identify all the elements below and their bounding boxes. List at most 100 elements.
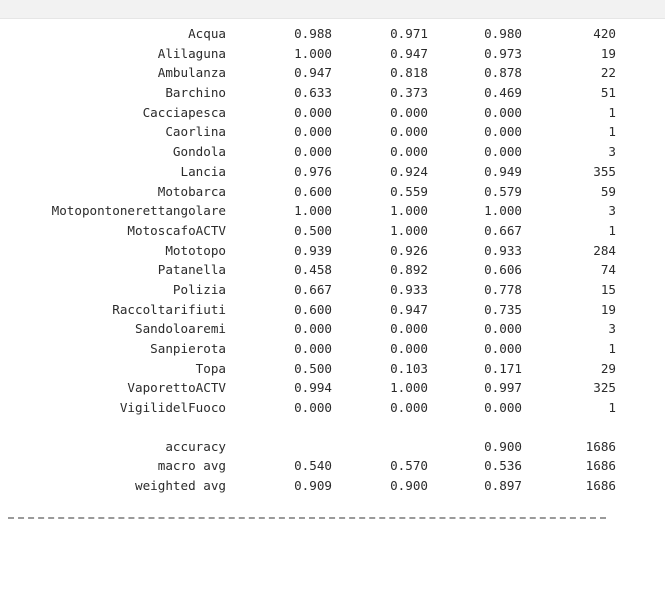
class-label: Sandoloaremi [135,321,226,337]
class-label: VaporettoACTV [127,380,226,396]
summary-label: weighted avg [135,478,226,494]
report-row: Caorlina 0.000 0.000 0.000 1 [0,122,665,142]
report-row: MotoscafoACTV 0.500 1.000 0.667 1 [0,221,665,241]
class-label: Acqua [188,26,226,41]
report-row: Polizia 0.667 0.933 0.778 15 [0,280,665,300]
support-value: 3 [608,203,616,219]
precision-value: 0.000 [294,321,332,337]
report-row: Topa 0.500 0.103 0.171 29 [0,359,665,379]
recall-value: 0.924 [390,163,428,179]
recall-value: 0.818 [390,65,428,81]
recall-value: 0.000 [390,124,428,140]
recall-value: 1.000 [390,203,428,219]
support-value: 1686 [585,438,616,454]
precision-value: 0.000 [294,104,332,120]
recall-value: 0.900 [390,478,428,494]
precision-value: 0.947 [294,65,332,81]
support-value: 420 [593,26,616,41]
f1-value: 0.900 [484,438,522,454]
f1-value: 0.171 [484,360,522,376]
support-value: 1 [608,341,616,356]
f1-value: 0.973 [484,45,522,61]
class-label: Motopontonerettangolare [51,203,226,219]
f1-value: 0.667 [484,222,522,238]
precision-value: 0.994 [294,380,332,396]
f1-value: 0.469 [484,85,522,101]
report-row: Alilaguna 1.000 0.947 0.973 19 [0,44,665,64]
report-row: Barchino 0.633 0.373 0.469 51 [0,83,665,103]
f1-value: 0.878 [484,65,522,81]
report-row: Motopontonerettangolare 1.000 1.000 1.00… [0,201,665,221]
precision-value: 1.000 [294,45,332,61]
recall-value: 0.103 [390,360,428,376]
precision-value: 0.000 [294,144,332,160]
summary-row-accuracy: accuracy 0.900 1686 [0,437,665,457]
recall-value: 0.947 [390,301,428,317]
support-value: 1 [608,222,616,238]
recall-value: 1.000 [390,380,428,396]
support-value: 1 [608,124,616,140]
dashed-separator [8,517,606,519]
precision-value: 0.667 [294,281,332,297]
recall-value: 0.000 [390,341,428,356]
report-row: Patanella 0.458 0.892 0.606 74 [0,260,665,280]
class-label: Barchino [165,85,226,101]
precision-value: 0.500 [294,360,332,376]
f1-value: 0.778 [484,281,522,297]
f1-value: 0.933 [484,242,522,258]
f1-value: 0.000 [484,400,522,416]
class-label: Patanella [157,262,226,278]
f1-value: 0.000 [484,341,522,356]
support-value: 1686 [585,478,616,494]
precision-value: 0.939 [294,242,332,258]
recall-value: 0.933 [390,281,428,297]
recall-value: 0.570 [390,458,428,474]
recall-value: 0.947 [390,45,428,61]
f1-value: 0.000 [484,124,522,140]
support-value: 19 [600,301,616,317]
class-label: Sanpierota [150,341,226,356]
class-label: Ambulanza [157,65,226,81]
precision-value: 0.909 [294,478,332,494]
precision-value: 0.000 [294,341,332,356]
blank-line [0,418,665,437]
recall-value: 0.373 [390,85,428,101]
class-label: MotoscafoACTV [127,222,226,238]
class-label: Motobarca [157,183,226,199]
support-value: 1 [608,400,616,416]
support-value: 19 [600,45,616,61]
precision-value: 0.500 [294,222,332,238]
summary-label: accuracy [165,438,226,454]
recall-value: 0.926 [390,242,428,258]
support-value: 1686 [585,458,616,474]
f1-value: 0.980 [484,26,522,41]
support-value: 355 [593,163,616,179]
report-row: Gondola 0.000 0.000 0.000 3 [0,142,665,162]
f1-value: 0.536 [484,458,522,474]
support-value: 29 [600,360,616,376]
f1-value: 0.606 [484,262,522,278]
precision-value: 0.633 [294,85,332,101]
f1-value: 0.000 [484,321,522,337]
class-label: Mototopo [165,242,226,258]
recall-value: 0.971 [390,26,428,41]
support-value: 59 [600,183,616,199]
recall-value: 0.000 [390,400,428,416]
precision-value: 0.600 [294,183,332,199]
support-value: 51 [600,85,616,101]
f1-value: 1.000 [484,203,522,219]
report-row: Raccoltarifiuti 0.600 0.947 0.735 19 [0,300,665,320]
support-value: 74 [600,262,616,278]
support-value: 3 [608,144,616,160]
report-row: Lancia 0.976 0.924 0.949 355 [0,162,665,182]
support-value: 15 [600,281,616,297]
recall-value: 0.000 [390,144,428,160]
precision-value: 0.458 [294,262,332,278]
class-label: Raccoltarifiuti [112,301,226,317]
support-value: 1 [608,104,616,120]
report-row: Mototopo 0.939 0.926 0.933 284 [0,241,665,261]
report-row: Sanpierota 0.000 0.000 0.000 1 [0,339,665,359]
report-row: Acqua 0.988 0.971 0.980 420 [0,24,665,44]
summary-label: macro avg [157,458,226,474]
precision-value: 0.988 [294,26,332,41]
